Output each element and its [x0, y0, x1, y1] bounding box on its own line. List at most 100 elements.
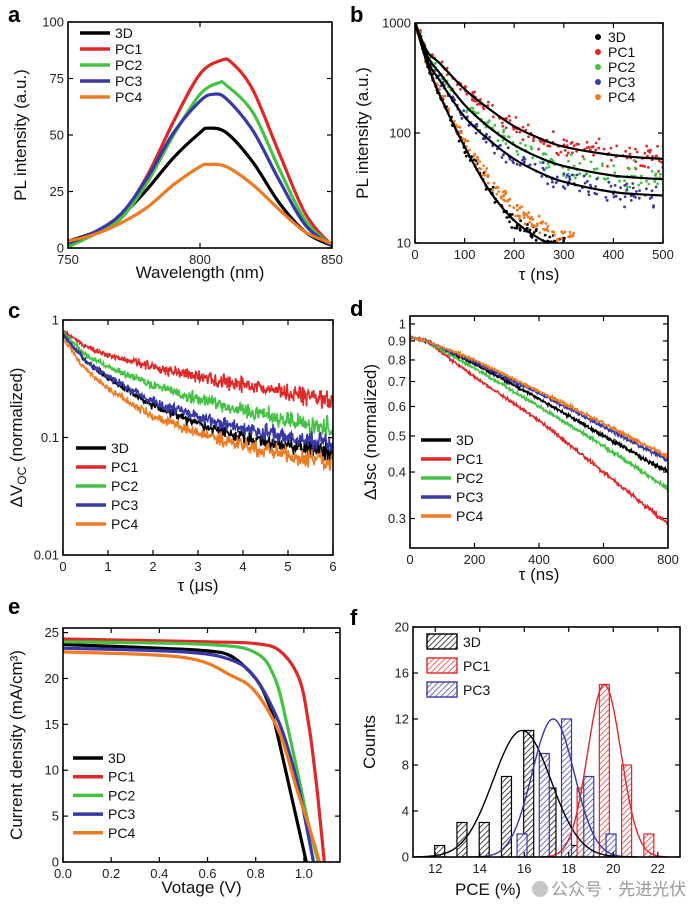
series-pc3-point: [625, 188, 629, 192]
series-pc3-line: [63, 333, 333, 452]
legend-label: PC1: [463, 658, 490, 674]
y-axis-label: ΔJsc (normalized): [361, 364, 380, 500]
x-tick-label: 0.6: [198, 866, 216, 881]
series-3d-point: [515, 226, 519, 230]
x-tick-label: 5: [284, 559, 291, 574]
wechat-icon: [532, 881, 548, 897]
panel-label: a: [8, 2, 21, 27]
series-pc1-point: [572, 144, 576, 148]
series-pc1-point: [591, 145, 595, 149]
y-tick-label: 0.3: [388, 511, 406, 526]
series-pc1-point: [532, 139, 535, 143]
series-pc1-point: [665, 157, 668, 160]
series-pc1-point: [479, 98, 482, 101]
legend-label: PC1: [115, 41, 142, 57]
series-pc2-point: [589, 160, 593, 164]
series-pc1-point: [668, 161, 671, 164]
series-pc4-point: [568, 230, 572, 234]
x-axis-label: PCE (%): [455, 880, 521, 899]
y-tick-label: 0.9: [388, 333, 406, 348]
series-pc4-point: [447, 107, 451, 111]
series-pc4-point: [502, 198, 506, 202]
series-pc3-point: [607, 180, 611, 184]
series-pc2-point: [531, 156, 535, 160]
series-pc3-point: [623, 205, 626, 209]
series-pc3-point: [439, 84, 443, 88]
series-3d-point: [518, 228, 522, 232]
x-axis-label: τ (ns): [519, 565, 560, 584]
panel-label: f: [350, 605, 358, 630]
series-pc4-point: [546, 224, 550, 228]
series-3d-point: [508, 220, 511, 224]
series-pc2-point: [618, 179, 621, 183]
series-3d-point: [513, 226, 517, 230]
x-tick-label: 1.0: [295, 866, 313, 881]
series-pc3-point: [518, 163, 522, 167]
series-pc1-fit: [415, 23, 663, 161]
series-pc3-line: [68, 92, 332, 248]
series-pc1-point: [581, 155, 585, 158]
series-pc4-point: [491, 188, 495, 192]
series-pc4-point: [504, 189, 507, 193]
series-pc2-point: [650, 169, 654, 173]
series-pc4-point: [533, 224, 536, 228]
series-pc2-line: [68, 80, 332, 248]
series-pc1-point: [565, 154, 569, 157]
series-pc2-point: [493, 123, 497, 127]
series-pc4-point: [492, 181, 496, 185]
y-tick-label: 1000: [382, 16, 411, 31]
series-pc2-point: [639, 181, 643, 185]
legend-item-3d: 3D: [421, 432, 474, 448]
y-tick-label: 0.8: [388, 352, 406, 367]
series-pc4-point: [504, 191, 508, 195]
series-pc1-point: [539, 140, 543, 144]
series-pc2-point: [567, 159, 570, 163]
series-pc4-point: [518, 206, 522, 210]
series-pc4-point: [522, 213, 526, 217]
series-pc3-point: [645, 187, 648, 191]
legend-label: 3D: [111, 440, 129, 456]
legend-label: PC3: [456, 489, 483, 505]
series-pc1-point: [486, 100, 490, 104]
series-pc4-point: [478, 167, 481, 170]
legend-item-pc2: PC2: [76, 478, 138, 494]
x-tick-label: 18: [562, 861, 576, 876]
series-pc1-point: [559, 150, 563, 154]
series-3d-fit: [415, 23, 553, 243]
series-pc4-point: [482, 164, 485, 168]
series-pc1-point: [482, 107, 486, 111]
legend-item-pc3: PC3: [76, 497, 138, 513]
series-pc3-point: [540, 175, 544, 178]
series-pc2-point: [666, 178, 669, 181]
series-pc1-point: [526, 123, 530, 127]
series-pc1-point: [624, 149, 628, 153]
series-pc4-point: [522, 216, 526, 220]
series-pc1-point: [649, 148, 652, 152]
series-pc3-point: [631, 186, 635, 190]
x-tick-label: 100: [454, 247, 476, 262]
series-pc3-point: [521, 158, 524, 162]
y-tick-label: 4: [402, 804, 409, 819]
series-pc1-point: [518, 130, 522, 134]
series-pc3-point: [475, 122, 479, 126]
series-pc2-point: [567, 167, 570, 171]
legend-item-pc4: PC4: [80, 89, 142, 105]
series-pc3-point: [631, 182, 635, 185]
plot-area: [63, 637, 326, 862]
series-pc3-point: [555, 175, 559, 179]
legend-label: 3D: [608, 29, 626, 45]
series-pc3-fit: [468, 718, 638, 857]
legend: 3D PC1 PC3: [426, 633, 490, 698]
series-pc4-point: [530, 223, 534, 226]
legend-label: PC2: [608, 59, 635, 75]
legend-item-pc1: PC1: [76, 459, 138, 475]
series-pc4-point: [473, 152, 477, 156]
x-tick-label: 0: [406, 552, 413, 567]
series-pc3-point: [568, 175, 571, 179]
series-pc1-point: [639, 164, 643, 168]
y-tick-label: 0.6: [388, 399, 406, 414]
legend-swatch: [595, 34, 601, 40]
y-tick-label: 1: [399, 316, 406, 331]
legend: 3D PC1 PC2 PC3 PC4: [421, 432, 483, 524]
series-pc2-point: [572, 164, 576, 168]
